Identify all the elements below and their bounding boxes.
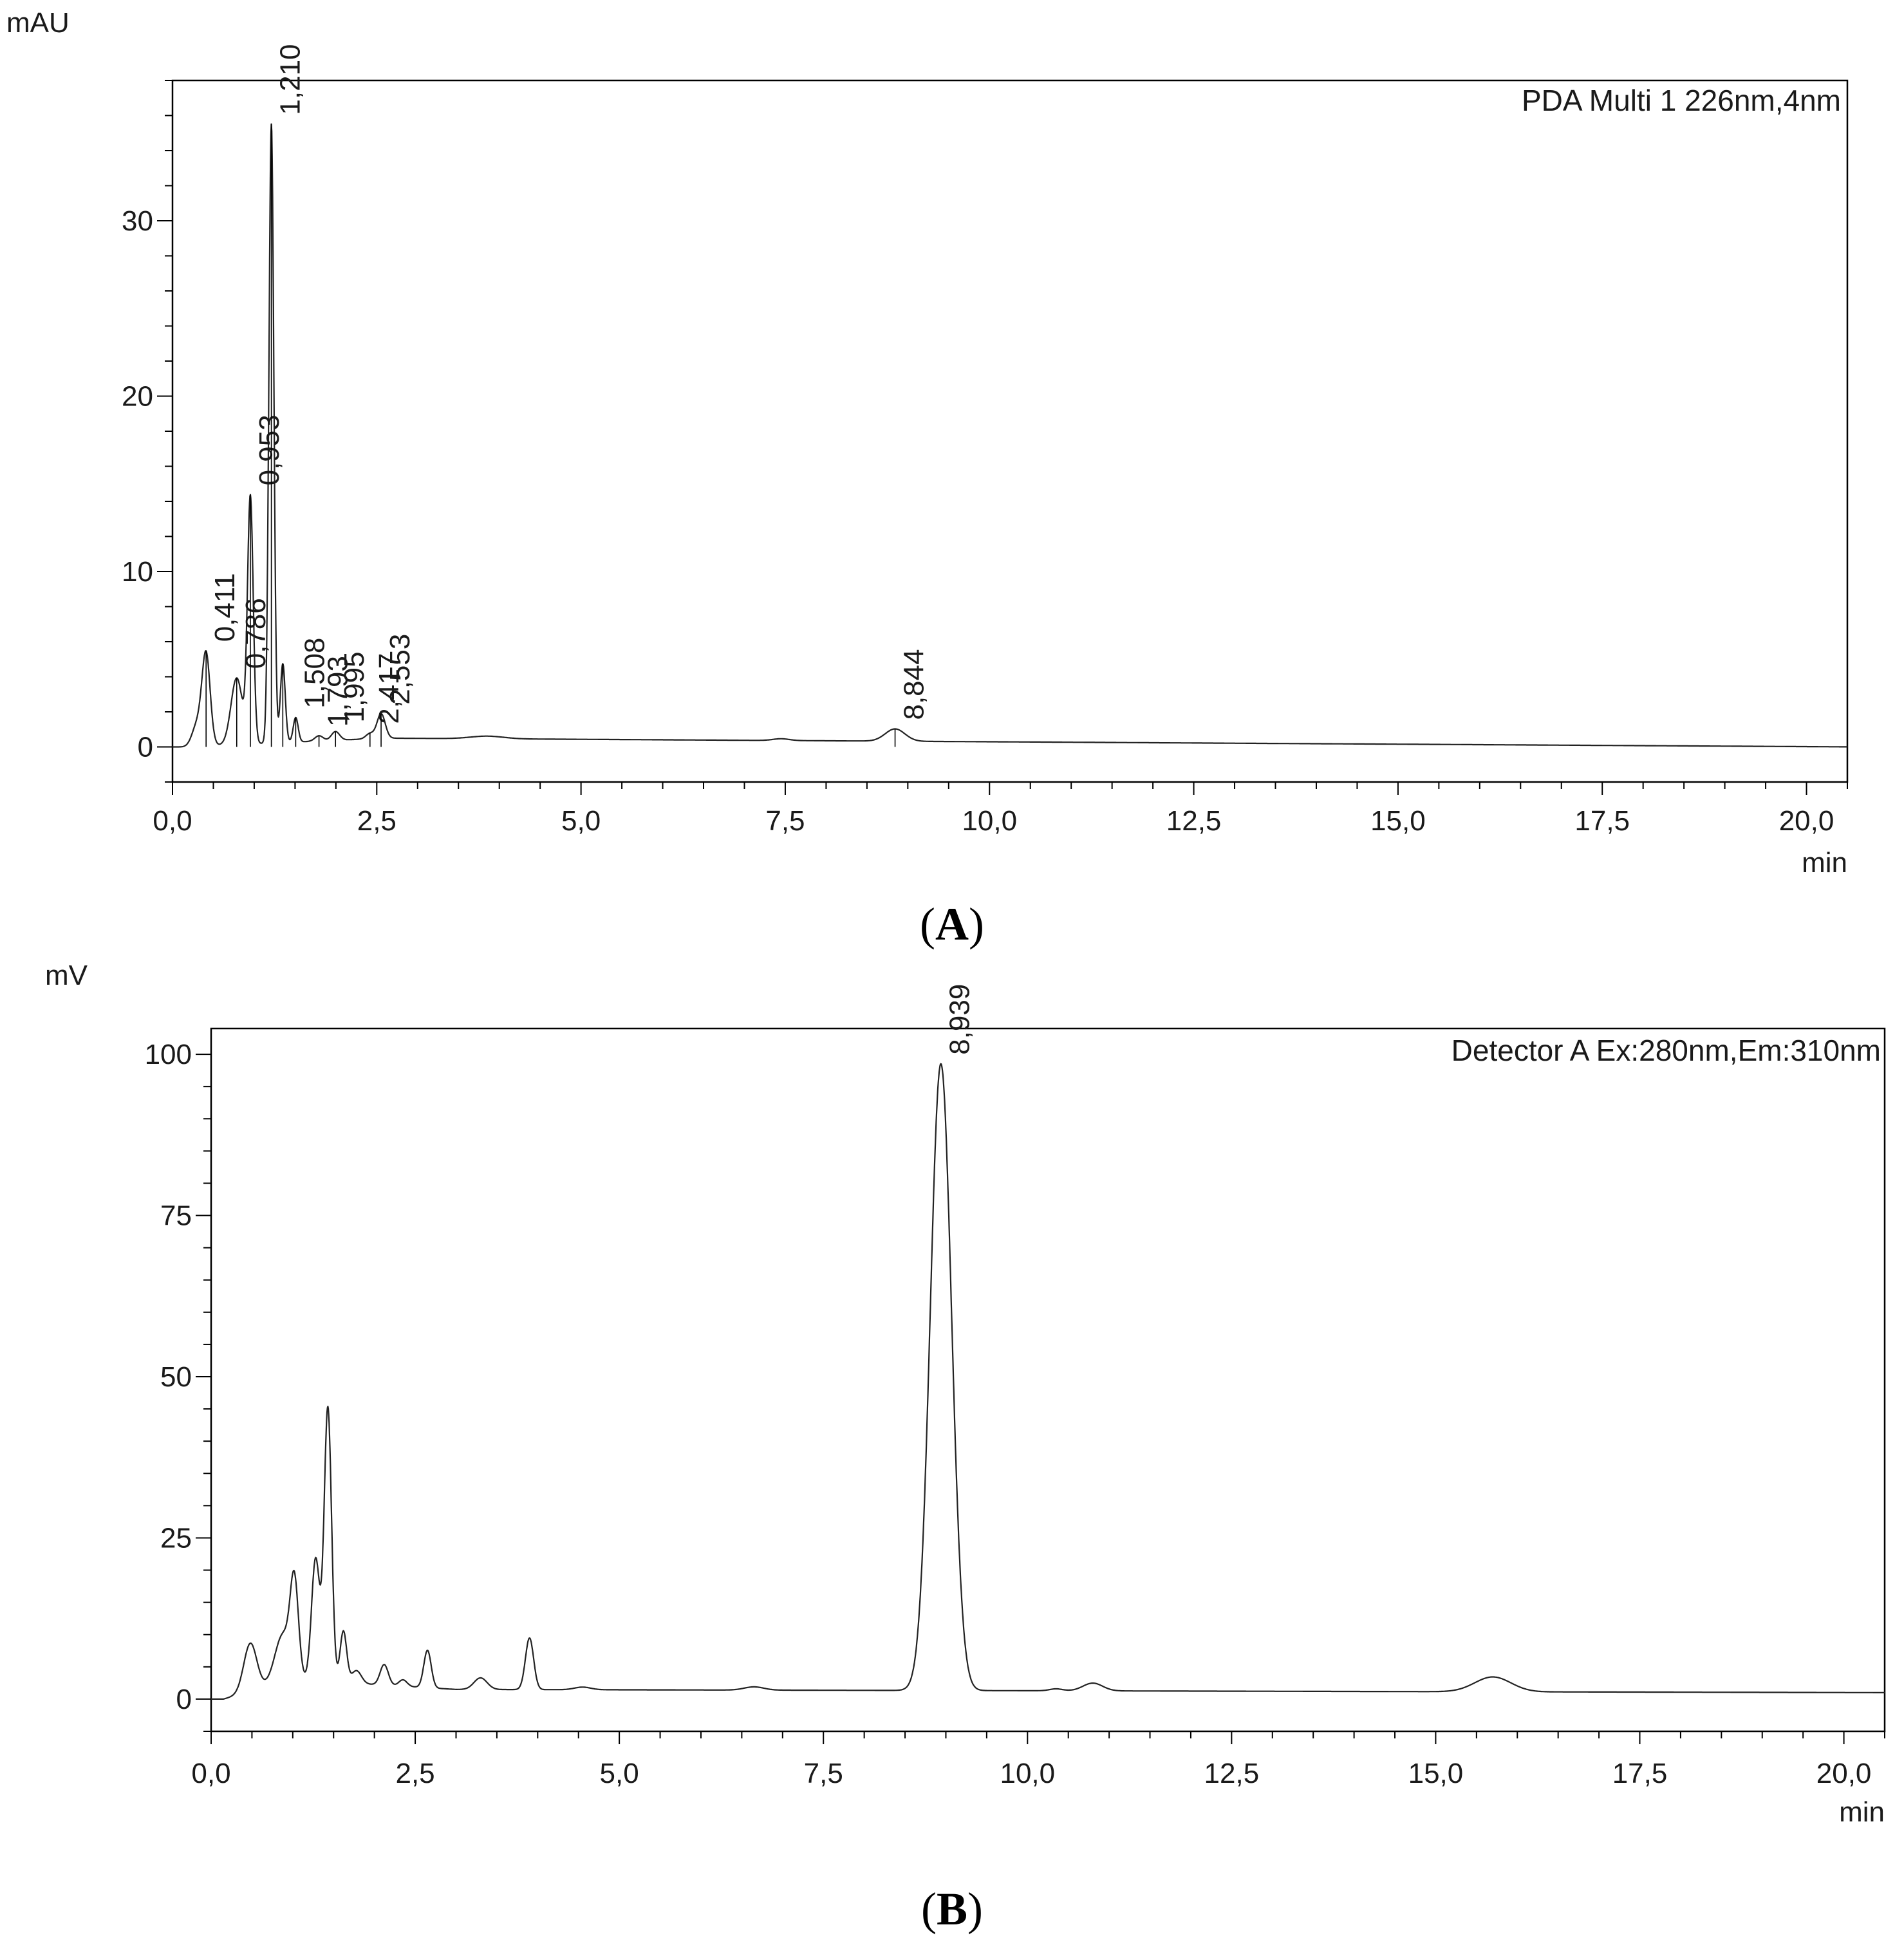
detector-label: Detector A Ex:280nm,Em:310nm [1451,1034,1881,1067]
x-tick-label: 10,0 [962,805,1017,837]
x-tick-label: 7,5 [765,805,805,837]
chart-panel-a: 0,0 2,5 5,0 7,5 10,0 12,5 15,0 17,5 20,0 min 0 10 20… [6,7,1849,879]
y-tick-label: 100 [145,1039,192,1070]
x-tick-label: 2,5 [357,805,397,837]
y-tick-label: 0 [138,732,153,763]
plot-frame [171,79,1849,783]
x-tick-label: 10,0 [1000,1758,1055,1789]
panel-a-label: (A) [920,898,984,950]
peak-label: 8,939 [944,984,976,1055]
y-tick-label: 75 [160,1200,192,1232]
chromatogram-trace [172,123,1848,748]
x-tick-label: 7,5 [804,1758,843,1789]
x-tick-label: 15,0 [1408,1758,1464,1789]
y-tick-label: 25 [160,1522,192,1554]
y-tick-label: 10 [122,556,153,588]
peak-label: 1,210 [275,44,306,115]
peak-label: 0,786 [240,598,272,669]
x-tick-label: 17,5 [1612,1758,1668,1789]
plot-frame [210,1027,1886,1733]
y-axis-label: mAU [6,7,70,39]
peak-label: 0,411 [209,573,241,642]
peak-label: 1,995 [339,651,370,722]
x-tick-label: 17,5 [1574,805,1630,837]
x-tick-label: 2,5 [395,1758,434,1789]
y-tick-label: 20 [122,381,153,413]
x-tick-label: 12,5 [1166,805,1222,837]
x-tick-label: 0,0 [153,805,192,837]
x-tick-label: 20,0 [1816,1758,1872,1789]
chart-panel-b: 0,0 2,5 5,0 7,5 10,0 12,5 15,0 17,5 20,0 min 0 25 50… [45,960,1886,1828]
chromatogram-trace [210,1063,1885,1700]
peak-label: 8,844 [899,649,930,720]
peak-label: 1,793 [322,656,354,727]
x-axis-label: min [1802,847,1847,879]
peak-label: 2,553 [384,634,416,705]
y-tick-label: 50 [160,1361,192,1393]
y-axis-label: mV [45,960,88,991]
y-tick-label: 30 [122,205,153,237]
detector-label: PDA Multi 1 226nm,4nm [1522,84,1841,117]
peak-label: 2,417 [373,653,405,724]
x-tick-label: 0,0 [191,1758,230,1789]
peak-label: 0,953 [254,414,285,485]
panel-b-label: (B) [921,1883,983,1935]
x-tick-label: 5,0 [600,1758,639,1789]
x-tick-label: 20,0 [1779,805,1834,837]
peak-label: 1,508 [299,638,330,709]
y-tick-label: 0 [176,1684,192,1715]
x-tick-label: 5,0 [561,805,601,837]
x-tick-label: 15,0 [1370,805,1426,837]
x-axis-label: min [1839,1796,1885,1828]
x-tick-label: 12,5 [1204,1758,1260,1789]
